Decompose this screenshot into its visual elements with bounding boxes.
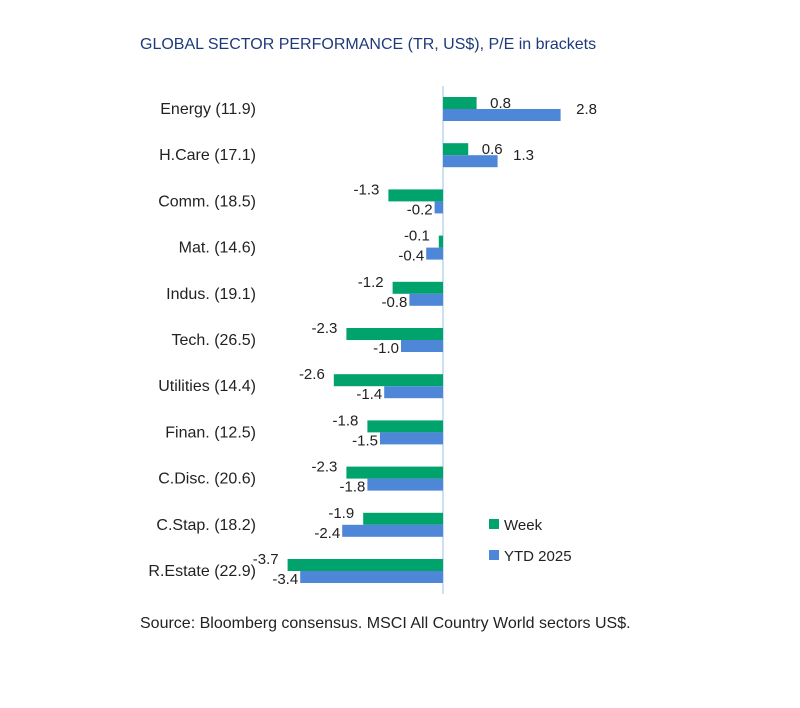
ytd-bar [443,109,561,121]
week-value-label: -2.3 [312,459,338,476]
ytd-bar [426,247,443,260]
week-value-label: -0.1 [404,228,430,245]
ytd-value-label: -3.4 [272,571,298,588]
week-bar [333,374,443,387]
ytd-value-label: -1.4 [356,386,382,403]
ytd-value-label: -0.2 [407,201,433,218]
legend-week-label: Week [504,517,543,534]
category-label: Tech. (26.5) [172,332,256,349]
week-bar [392,281,443,294]
week-value-label: 0.8 [490,95,511,112]
category-label: C.Stap. (18.2) [156,517,256,534]
category-label: R.Estate (22.9) [148,563,256,580]
source-note: Source: Bloomberg consensus. MSCI All Co… [140,615,631,632]
week-bar [443,143,469,156]
week-value-label: -2.6 [299,366,325,383]
ytd-bar [300,571,443,583]
ytd-bar [401,340,443,352]
week-value-label: -1.3 [354,181,380,198]
ytd-bar [380,432,443,445]
legend-week-swatch [489,519,499,529]
week-value-label: -1.8 [333,412,359,429]
category-label: Finan. (12.5) [165,424,256,441]
category-label: Mat. (14.6) [179,240,256,257]
category-label: Energy (11.9) [160,101,256,118]
week-value-label: -1.9 [328,505,354,522]
category-label: H.Care (17.1) [159,147,256,164]
ytd-value-label: -2.4 [314,525,340,542]
week-value-label: 0.6 [482,141,503,158]
week-bar [388,189,443,202]
ytd-value-label: -1.5 [352,432,378,449]
ytd-bar [342,524,443,537]
ytd-bar [409,293,443,306]
week-value-label: -1.2 [358,274,384,291]
ytd-value-label: -1.0 [373,340,399,357]
category-label: Utilities (14.4) [158,378,256,395]
category-label: Indus. (19.1) [166,286,256,303]
ytd-value-label: -0.8 [382,294,408,311]
ytd-bar [367,478,443,491]
category-label: Comm. (18.5) [158,193,256,210]
ytd-bar [434,201,443,214]
ytd-bar [443,155,498,168]
ytd-value-label: -1.8 [340,479,366,496]
week-bar [367,420,443,433]
legend-ytd-label: YTD 2025 [504,548,572,565]
bar-chart: Energy (11.9) 0.8 2.8 H.Care (17.1) 0.6 1.3 Co… [148,86,597,594]
week-bar [438,235,443,248]
week-bar [443,97,477,109]
week-bar [363,512,443,525]
week-bar [346,328,443,340]
chart-title: GLOBAL SECTOR PERFORMANCE (TR, US$), P/E… [140,36,597,53]
ytd-value-label: -0.4 [398,248,424,265]
ytd-value-label: 1.3 [513,147,534,164]
category-label: C.Disc. (20.6) [158,471,256,488]
week-bar [287,559,443,571]
week-value-label: -3.7 [253,551,279,568]
week-bar [346,466,443,479]
ytd-value-label: 2.8 [576,101,597,118]
week-value-label: -2.3 [312,320,338,337]
ytd-bar [384,386,443,399]
legend-ytd-swatch [489,550,499,560]
